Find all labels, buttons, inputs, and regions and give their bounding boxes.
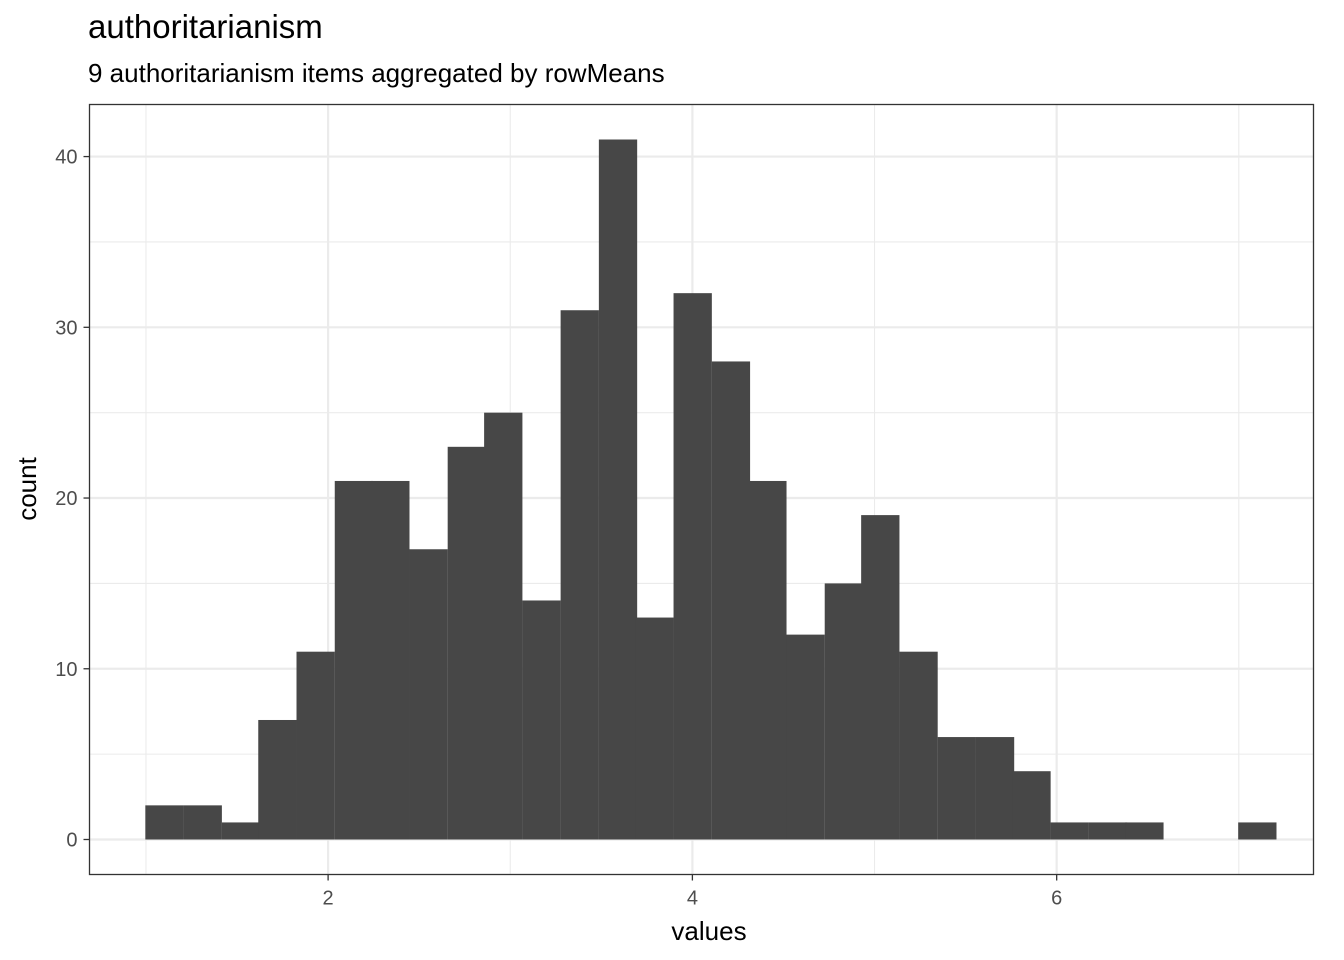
histogram-bar — [711, 361, 751, 840]
histogram-bar — [1012, 771, 1051, 840]
histogram-bar — [371, 480, 410, 840]
histogram-bar — [635, 617, 674, 840]
plot-border — [88, 103, 1315, 876]
histogram-bar — [598, 139, 638, 840]
y-tick-label: 20 — [55, 488, 77, 510]
histogram-bar — [484, 412, 523, 840]
y-tick-label: 40 — [55, 147, 77, 169]
histogram-bar — [824, 583, 864, 840]
histogram-bar — [334, 480, 374, 840]
histogram-bar — [560, 310, 599, 840]
histogram-bar — [786, 634, 825, 840]
y-tick-label: 30 — [55, 317, 77, 339]
histogram-bar — [1088, 822, 1128, 840]
histogram-bar — [1050, 822, 1089, 840]
histogram-bar — [1238, 822, 1277, 840]
chart-title: authoritarianism — [88, 8, 323, 45]
y-tick-label: 0 — [66, 830, 77, 852]
y-axis: 0 10 20 30 40 — [55, 147, 90, 852]
histogram-bar — [673, 293, 712, 840]
x-tick-label: 4 — [687, 888, 698, 910]
x-axis: 2 4 6 — [323, 874, 1062, 910]
y-axis-title: count — [12, 456, 42, 520]
chart-subtitle: 9 authoritarianism items aggregated by r… — [88, 58, 665, 88]
histogram-bar — [221, 822, 261, 840]
x-axis-title: values — [671, 916, 746, 946]
histogram-bar — [1125, 822, 1164, 840]
histogram-bar — [937, 737, 976, 840]
histogram-bar — [296, 651, 335, 840]
histogram-bar — [447, 446, 486, 840]
x-tick-label: 2 — [323, 888, 334, 910]
x-tick-label: 6 — [1051, 888, 1062, 910]
histogram-bar — [975, 737, 1015, 840]
histogram-bar — [522, 600, 561, 840]
histogram-bar — [258, 719, 297, 840]
histogram-bar — [145, 805, 184, 840]
histogram-bar — [748, 480, 787, 840]
histogram-bars — [145, 139, 1277, 840]
histogram-bar — [899, 651, 938, 840]
histogram-bar — [409, 549, 448, 840]
y-tick-label: 10 — [55, 659, 77, 681]
histogram-bar — [861, 515, 900, 840]
histogram-bar — [183, 805, 222, 840]
